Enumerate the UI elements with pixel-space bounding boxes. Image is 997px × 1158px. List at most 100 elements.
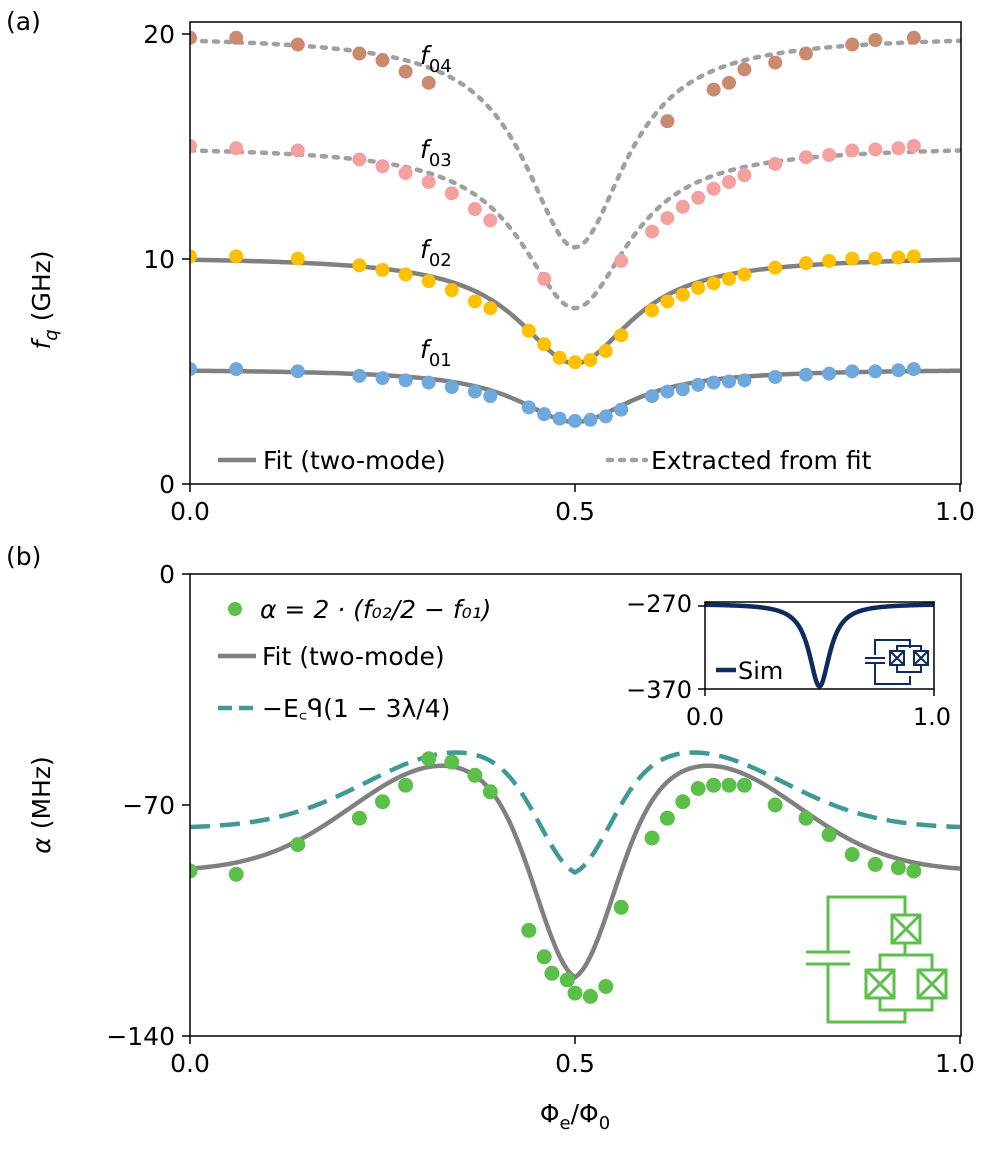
data-point [521, 323, 536, 338]
f03-label: f03 [420, 135, 452, 171]
inset-frame [704, 601, 935, 690]
f02-label: f02 [420, 235, 452, 271]
data-point [691, 280, 706, 295]
data-point [190, 863, 198, 879]
inset-ytick-270: −270 [626, 590, 692, 618]
data-point [645, 389, 659, 404]
data-point [375, 794, 390, 810]
ec-approx-curve [190, 750, 961, 876]
data-point [891, 250, 906, 265]
panel-a-plot-area [190, 30, 961, 428]
b-xlabel: Φe/Φ0 [540, 1099, 610, 1134]
data-point [644, 830, 660, 846]
data-point [845, 37, 860, 52]
b-ytick-140: −140 [106, 1022, 175, 1051]
data-point [890, 860, 906, 876]
panel-a-label: (a) [6, 7, 41, 36]
data-point [906, 863, 922, 879]
data-point [421, 274, 436, 289]
data-point [906, 30, 921, 45]
data-point [568, 355, 582, 370]
data-point [822, 366, 837, 381]
panel-b-plot-area [190, 750, 961, 1004]
data-point [567, 985, 583, 1001]
data-point [822, 253, 837, 268]
data-point [737, 373, 752, 388]
data-point [799, 256, 813, 271]
inset-xtick-0: 0.0 [686, 703, 724, 731]
data-point [583, 412, 598, 427]
data-point [190, 30, 197, 45]
data-point [290, 143, 305, 158]
data-point [906, 249, 921, 264]
b-ylabel: α (MHz) [27, 756, 56, 853]
data-point [229, 30, 244, 45]
legend-fit-text: Fit (two-mode) [263, 446, 446, 475]
data-point [229, 362, 244, 377]
inset-legend-text: Sim [738, 657, 783, 685]
data-point [421, 751, 437, 767]
legend-alpha-text: α = 2 · (f₀₂/2 − f₀₁) [260, 595, 491, 624]
data-point [467, 384, 482, 399]
data-point [659, 810, 675, 826]
data-point [483, 213, 498, 228]
data-point [768, 55, 783, 70]
data-point [737, 267, 752, 282]
data-point [868, 364, 883, 379]
inset-plot-area [705, 602, 934, 689]
data-point [736, 777, 752, 793]
data-point [799, 150, 813, 165]
data-point [706, 276, 721, 291]
data-point [444, 754, 460, 770]
data-point [844, 847, 860, 862]
a-ytick-10: 10 [143, 245, 175, 274]
data-point [891, 141, 906, 156]
data-point [660, 211, 675, 226]
data-point [598, 979, 614, 994]
data-point [421, 375, 436, 390]
data-point [822, 147, 837, 162]
data-point [737, 62, 752, 77]
data-point [521, 400, 536, 415]
data-point [467, 767, 483, 783]
data-point [706, 82, 721, 97]
data-point [352, 368, 367, 383]
data-point [537, 271, 552, 286]
data-point [675, 287, 690, 302]
data-point [675, 199, 690, 214]
data-point [444, 186, 459, 201]
data-point [867, 856, 883, 872]
b-xtick-0: 0.0 [170, 1049, 210, 1078]
f04-extracted-curve [190, 38, 961, 250]
data-point [706, 375, 721, 390]
data-point [845, 364, 860, 379]
data-point [190, 138, 197, 153]
panel-a-data-points [190, 30, 921, 428]
data-point [799, 46, 813, 61]
data-point [190, 362, 197, 377]
inset-background [705, 602, 934, 689]
inset-ticks [698, 605, 935, 696]
data-point [421, 75, 436, 90]
data-point [645, 303, 659, 318]
data-point [660, 384, 675, 399]
a-ytick-0: 0 [159, 470, 175, 499]
data-point [190, 249, 197, 264]
data-point [768, 260, 783, 275]
data-point [229, 249, 244, 264]
data-point [483, 389, 498, 404]
data-point [375, 371, 390, 386]
inset-circuit-icon [865, 639, 929, 685]
data-point [691, 190, 706, 205]
data-point [482, 784, 498, 800]
data-point [229, 141, 244, 156]
data-point [352, 152, 367, 167]
data-point [845, 143, 860, 158]
data-point [768, 156, 783, 171]
data-point [722, 374, 736, 389]
legend-alpha-swatch [228, 602, 242, 616]
data-point [375, 53, 390, 68]
data-point [398, 165, 413, 180]
data-point [737, 168, 752, 183]
